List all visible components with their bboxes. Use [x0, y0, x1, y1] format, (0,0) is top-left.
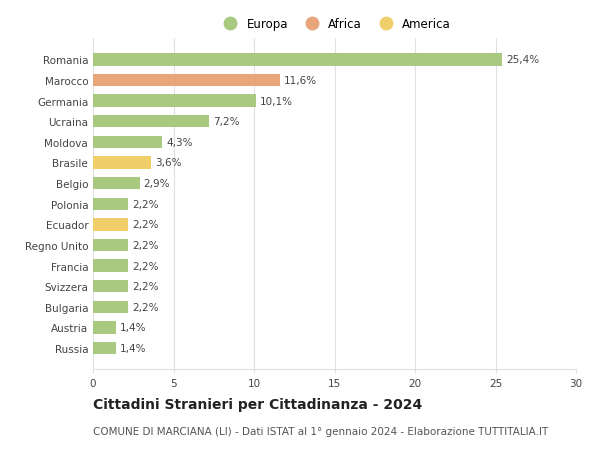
Text: 4,3%: 4,3%	[166, 138, 193, 147]
Bar	[93, 75, 280, 87]
Bar	[93, 116, 209, 128]
Bar	[93, 54, 502, 67]
Bar	[93, 95, 256, 107]
Text: 2,2%: 2,2%	[133, 281, 159, 291]
Bar	[93, 136, 162, 149]
Text: 2,2%: 2,2%	[133, 261, 159, 271]
Bar	[93, 239, 128, 252]
Text: 2,2%: 2,2%	[133, 302, 159, 312]
Bar	[93, 342, 116, 354]
Bar	[93, 260, 128, 272]
Bar	[93, 322, 116, 334]
Text: 10,1%: 10,1%	[260, 96, 293, 106]
Text: COMUNE DI MARCIANA (LI) - Dati ISTAT al 1° gennaio 2024 - Elaborazione TUTTITALI: COMUNE DI MARCIANA (LI) - Dati ISTAT al …	[93, 426, 548, 436]
Text: Cittadini Stranieri per Cittadinanza - 2024: Cittadini Stranieri per Cittadinanza - 2…	[93, 397, 422, 411]
Text: 1,4%: 1,4%	[119, 343, 146, 353]
Bar	[93, 178, 140, 190]
Bar	[93, 157, 151, 169]
Text: 7,2%: 7,2%	[213, 117, 239, 127]
Text: 3,6%: 3,6%	[155, 158, 181, 168]
Bar	[93, 280, 128, 293]
Bar	[93, 198, 128, 210]
Text: 2,2%: 2,2%	[133, 199, 159, 209]
Text: 11,6%: 11,6%	[284, 76, 317, 86]
Text: 2,2%: 2,2%	[133, 241, 159, 251]
Text: 25,4%: 25,4%	[506, 55, 539, 65]
Text: 2,9%: 2,9%	[144, 179, 170, 189]
Bar	[93, 301, 128, 313]
Legend: Europa, Africa, America: Europa, Africa, America	[214, 13, 455, 36]
Text: 1,4%: 1,4%	[119, 323, 146, 333]
Bar	[93, 218, 128, 231]
Text: 2,2%: 2,2%	[133, 220, 159, 230]
